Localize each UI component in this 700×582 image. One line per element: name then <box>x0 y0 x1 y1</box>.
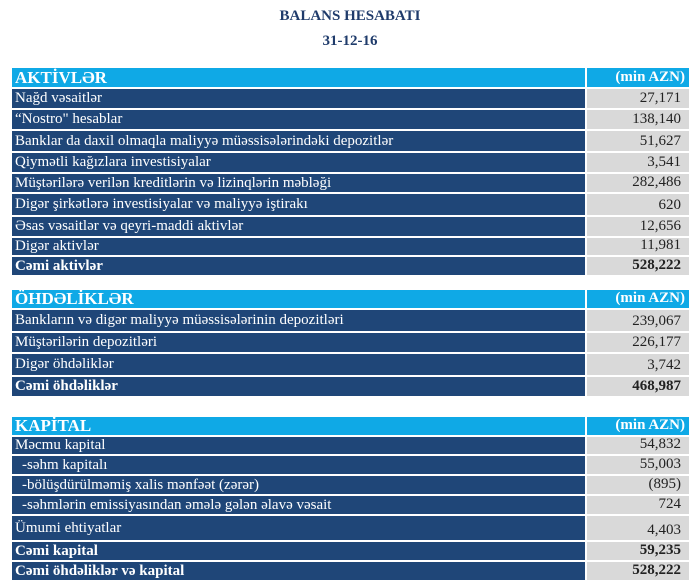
table-row: -səhmlərin emissiyasından əmələ gələn əl… <box>12 496 689 516</box>
table-row: Müştərilərə verilən kreditlərin və lizin… <box>12 174 689 194</box>
table-row: -səhm kapitalı 55,003 <box>12 456 689 476</box>
row-value: (895) <box>587 476 689 494</box>
row-label: Məcmu kapital <box>12 437 587 454</box>
capital-table: KAPİTAL (min AZN) Məcmu kapital 54,832 -səhm… <box>12 416 689 582</box>
row-label: -bölüşdürülməmiş xalis mənfəət (zərər) <box>12 476 587 494</box>
table-row: “Nostro" hesablar 138,140 <box>12 110 689 131</box>
row-value: 27,171 <box>587 89 689 108</box>
row-label: Banklar da daxil olmaqla maliyyə müəssis… <box>12 131 587 151</box>
row-value: 239,067 <box>587 310 689 331</box>
row-label: ÖHDƏLİKLƏR <box>12 289 587 308</box>
row-value: 282,486 <box>587 174 689 192</box>
total-row: Cəmi öhdəliklər və kapital 528,222 <box>12 562 689 582</box>
row-label: -səhm kapitalı <box>12 456 587 474</box>
row-label: “Nostro" hesablar <box>12 110 587 129</box>
row-label: Cəmi aktivlər <box>12 257 587 275</box>
table-row: Qiymətli kağızlara investisiyalar 3,541 <box>12 153 689 174</box>
row-value: 59,235 <box>587 542 689 560</box>
row-value: (min AZN) <box>587 417 689 435</box>
row-label: Müştərilərin depozitləri <box>12 333 587 352</box>
row-label: Digər öhdəliklər <box>12 354 587 375</box>
row-label: Müştərilərə verilən kreditlərin və lizin… <box>12 174 587 192</box>
assets-table: AKTİVLƏR (min AZN) Nağd vəsaitlər 27,171 “No… <box>12 68 689 277</box>
row-label: Bankların və digər maliyyə müəssisələrin… <box>12 310 587 331</box>
row-value: 724 <box>587 496 689 514</box>
page-title: BALANS HESABATI <box>279 8 421 24</box>
row-value: 528,222 <box>587 257 689 275</box>
row-value: 138,140 <box>587 110 689 129</box>
row-value: 3,742 <box>587 354 689 375</box>
row-value: 54,832 <box>587 436 689 454</box>
row-value: 11,981 <box>587 237 689 255</box>
row-value: 51,627 <box>587 131 689 151</box>
row-label: AKTİVLƏR <box>12 68 587 87</box>
row-label: Cəmi kapital <box>12 542 587 560</box>
total-row: Cəmi öhdəliklər 468,987 <box>12 377 689 398</box>
row-value: 12,656 <box>587 217 689 236</box>
table-row: Əsas vəsaitlər və qeyri-maddi aktivlər 12… <box>12 217 689 238</box>
report-date: 31-12-16 <box>322 33 378 49</box>
table-row: Ümumi ehtiyatlar 4,403 <box>12 516 689 542</box>
table-row: Nağd vəsaitlər 27,171 <box>12 89 689 110</box>
table-row: Banklar da daxil olmaqla maliyyə müəssis… <box>12 131 689 153</box>
table-row: -bölüşdürülməmiş xalis mənfəət (zərər) (8… <box>12 476 689 496</box>
table-row: Digər şirkətlərə investisiyalar və maliy… <box>12 194 689 217</box>
row-label: Cəmi öhdəliklər <box>12 377 587 396</box>
row-label: -səhmlərin emissiyasından əmələ gələn əl… <box>12 496 587 514</box>
row-value: 55,003 <box>587 456 689 474</box>
row-value: (min AZN) <box>587 68 689 87</box>
section-header: ÖHDƏLİKLƏR (min AZN) <box>12 289 689 310</box>
row-value: 620 <box>587 194 689 215</box>
row-label: Ümumi ehtiyatlar <box>12 516 587 540</box>
row-value: 528,222 <box>587 562 689 580</box>
table-row: Məcmu kapital 54,832 <box>12 436 689 456</box>
table-row: Müştərilərin depozitləri 226,177 <box>12 333 689 354</box>
row-label: Cəmi öhdəliklər və kapital <box>12 562 587 580</box>
section-header: AKTİVLƏR (min AZN) <box>12 68 689 89</box>
row-label: Digər aktivlər <box>12 238 587 255</box>
row-value: 468,987 <box>587 377 689 396</box>
row-label: Nağd vəsaitlər <box>12 89 587 108</box>
row-value: 4,403 <box>587 516 689 540</box>
row-value: 3,541 <box>587 153 689 172</box>
row-label: Əsas vəsaitlər və qeyri-maddi aktivlər <box>12 217 587 236</box>
liabilities-table: ÖHDƏLİKLƏR (min AZN) Bankların və digər ma… <box>12 289 689 398</box>
table-row: Digər aktivlər 11,981 <box>12 237 689 257</box>
total-row: Cəmi aktivlər 528,222 <box>12 257 689 277</box>
row-value: 226,177 <box>587 333 689 352</box>
total-row: Cəmi kapital 59,235 <box>12 542 689 562</box>
table-row: Digər öhdəliklər 3,742 <box>12 354 689 377</box>
table-row: Bankların və digər maliyyə müəssisələrin… <box>12 310 689 333</box>
row-label: Qiymətli kağızlara investisiyalar <box>12 153 587 172</box>
row-label: Digər şirkətlərə investisiyalar və maliy… <box>12 194 587 215</box>
row-value: (min AZN) <box>587 290 689 308</box>
row-label: KAPİTAL <box>12 416 587 435</box>
section-header: KAPİTAL (min AZN) <box>12 416 689 437</box>
